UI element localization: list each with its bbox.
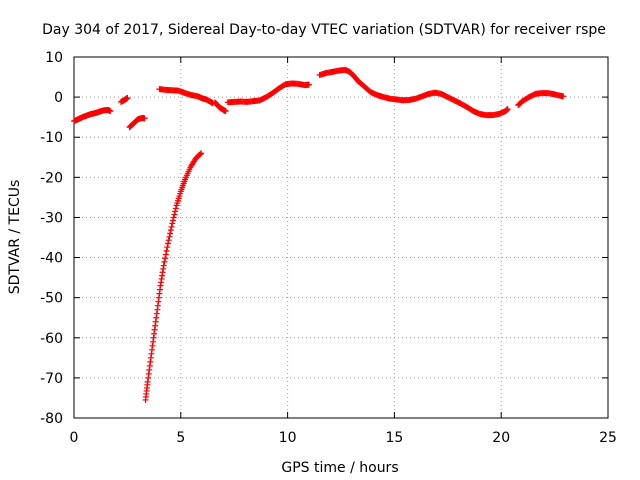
data-point bbox=[172, 208, 179, 215]
y-tick-label: -20 bbox=[40, 170, 63, 186]
y-tick-label: -40 bbox=[40, 251, 63, 267]
y-tick-label: 0 bbox=[54, 90, 63, 106]
data-point bbox=[162, 255, 169, 262]
data-point bbox=[198, 150, 205, 157]
data-point bbox=[107, 108, 114, 115]
x-tick-label: 0 bbox=[70, 430, 79, 446]
y-tick-label: -30 bbox=[40, 210, 63, 226]
data-point bbox=[222, 108, 229, 115]
y-tick-label: -70 bbox=[40, 371, 63, 387]
data-point bbox=[165, 237, 172, 244]
data-point bbox=[172, 205, 179, 212]
data-point bbox=[164, 240, 171, 247]
data-point bbox=[161, 258, 168, 265]
data-point bbox=[169, 220, 176, 227]
data-point bbox=[164, 244, 171, 251]
data-point bbox=[171, 211, 178, 218]
grid-lines bbox=[74, 57, 608, 418]
x-tick-label: 5 bbox=[176, 430, 185, 446]
x-axis-label: GPS time / hours bbox=[281, 460, 398, 476]
data-point bbox=[170, 214, 177, 221]
data-point bbox=[197, 151, 204, 158]
data-point bbox=[504, 106, 511, 113]
data-point bbox=[168, 223, 175, 230]
y-axis-label: SDTVAR / TECUs bbox=[7, 180, 23, 295]
data-point bbox=[169, 217, 176, 224]
x-tick-label: 10 bbox=[279, 430, 297, 446]
plot-frame bbox=[73, 56, 609, 419]
data-point bbox=[167, 230, 174, 237]
x-tick-labels: 0 5 10 15 20 25 bbox=[70, 430, 617, 446]
axis-ticks bbox=[73, 56, 609, 419]
data-point bbox=[124, 94, 131, 101]
chart-title: Day 304 of 2017, Sidereal Day-to-day VTE… bbox=[42, 22, 606, 38]
data-point bbox=[162, 251, 169, 258]
x-tick-label: 20 bbox=[492, 430, 510, 446]
y-tick-label: -80 bbox=[40, 411, 63, 427]
y-tick-label: -60 bbox=[40, 331, 63, 347]
x-tick-label: 25 bbox=[599, 430, 617, 446]
data-points bbox=[71, 66, 567, 403]
data-point bbox=[560, 93, 567, 100]
y-tick-label: -50 bbox=[40, 291, 63, 307]
data-point bbox=[305, 81, 312, 88]
x-tick-label: 15 bbox=[385, 430, 403, 446]
data-point bbox=[163, 247, 170, 254]
data-point bbox=[167, 227, 174, 234]
y-tick-label: 10 bbox=[45, 50, 63, 66]
data-point bbox=[160, 262, 167, 269]
y-tick-labels: 10 0 -10 -20 -30 -40 -50 -60 -70 -80 bbox=[40, 50, 63, 427]
data-point bbox=[166, 233, 173, 240]
data-point bbox=[141, 115, 148, 122]
y-tick-label: -10 bbox=[40, 130, 63, 146]
